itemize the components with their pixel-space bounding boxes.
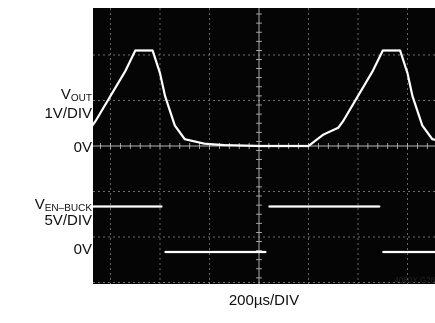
vout-name-label: VOUT xyxy=(60,86,92,104)
vout-ground-label: 0V xyxy=(73,139,92,156)
oscilloscope-screen xyxy=(93,8,435,284)
ven-ground-label: 0V xyxy=(73,241,92,258)
figure-id: 4080X G28 xyxy=(394,276,435,285)
vout-scale-label: 1V/DIV xyxy=(44,105,92,122)
ven-scale-label: 5V/DIV xyxy=(44,212,92,229)
time-scale-label: 200µs/DIV xyxy=(228,292,300,309)
vout-trace xyxy=(93,49,435,148)
ven-name-label: VEN–BUCK xyxy=(34,196,92,214)
